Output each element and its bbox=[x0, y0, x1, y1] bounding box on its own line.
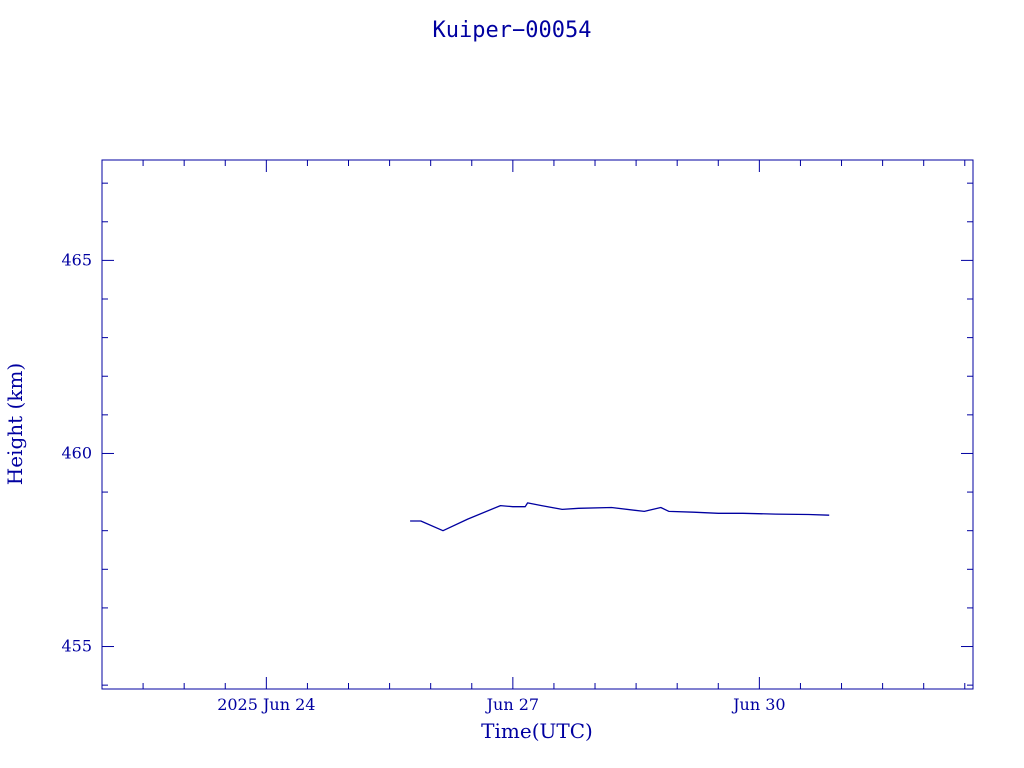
x-tick-label: Jun 30 bbox=[731, 695, 785, 714]
y-tick-label: 455 bbox=[61, 637, 92, 656]
series-line bbox=[410, 502, 830, 532]
tick-marks bbox=[101, 160, 973, 689]
plot-frame bbox=[101, 159, 974, 690]
x-axis-label: Time(UTC) bbox=[481, 719, 593, 743]
y-axis-label: Height (km) bbox=[3, 363, 27, 485]
y-tick-label: 460 bbox=[61, 443, 92, 462]
x-tick-label: Jun 27 bbox=[485, 695, 539, 714]
tick-labels: 455 460 465 2025 Jun 24 Jun 27 Jun 30 bbox=[61, 250, 785, 714]
x-tick-label: 2025 Jun 24 bbox=[217, 695, 315, 714]
chart-title: Kuiper−00054 bbox=[433, 18, 592, 43]
series-layer bbox=[410, 502, 830, 532]
y-tick-label: 465 bbox=[61, 250, 92, 269]
